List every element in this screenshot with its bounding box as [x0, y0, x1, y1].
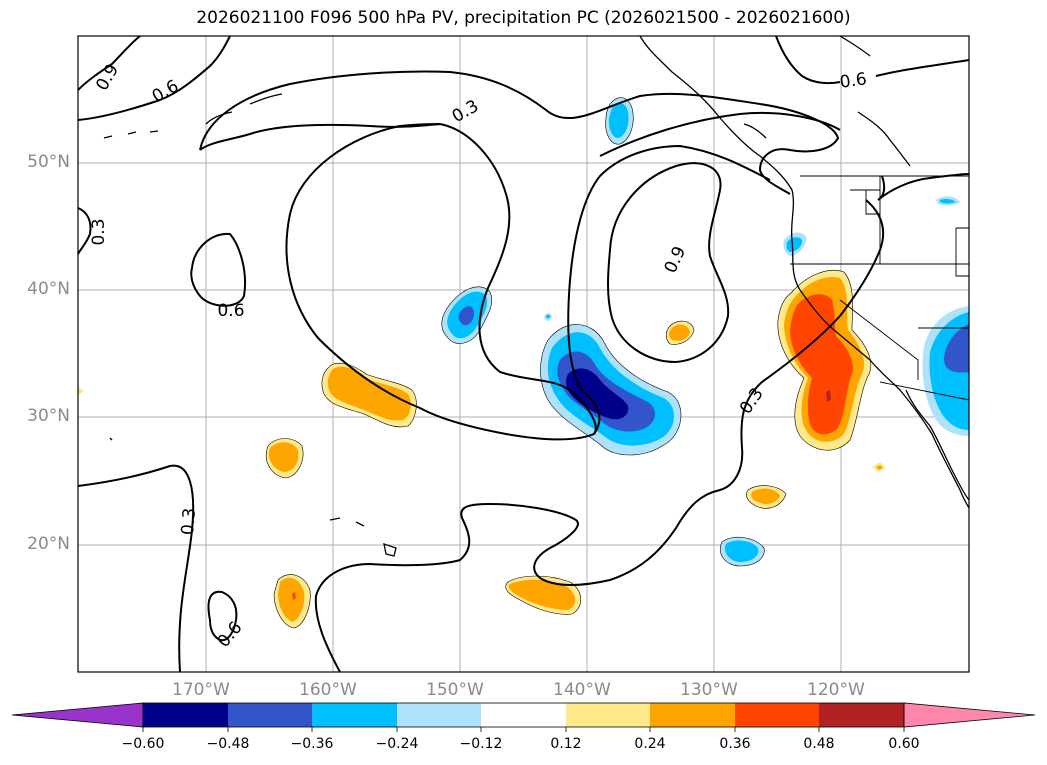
colorbar-tick-label: −0.24 [375, 736, 419, 752]
colorbar-tick-label: 0.48 [803, 736, 835, 752]
lon-label-150w: 150°W [426, 680, 484, 700]
chart-title: 2026021100 F096 500 hPa PV, precipitatio… [196, 8, 851, 28]
colorbar-bin [228, 703, 312, 727]
contour-label-5: 0.6 [217, 301, 244, 321]
pv-contour-0.6-top [77, 35, 231, 121]
pv-contour-0.3-left [77, 207, 92, 255]
colorbar-bin [819, 703, 904, 727]
contour-labels: 0.9 0.6 0.3 0.3 0.6 0.9 0.3 0.3 0.6 0.6 [89, 61, 868, 652]
colorbar-bin [143, 703, 228, 727]
pv-contour-0.6-south [207, 590, 238, 642]
colorbar-tick-label: 0.12 [550, 736, 582, 752]
lat-label-50n: 50°N [27, 152, 70, 172]
lon-label-130w: 130°W [680, 680, 738, 700]
pv-contours [77, 35, 970, 673]
pv-contour-0.3-lobe [285, 123, 597, 441]
pv-contour-0.9-top [77, 35, 141, 91]
colorbar-tick-label: −0.36 [290, 736, 334, 752]
lon-label-160w: 160°W [299, 680, 357, 700]
map-frame [77, 35, 970, 673]
lon-label-170w: 170°W [172, 680, 230, 700]
coastlines [103, 35, 970, 557]
contour-label-6: 0.9 [661, 243, 691, 276]
precip-shading [78, 97, 969, 629]
colorbar-extend-low [11, 702, 144, 728]
contour-label-1: 0.9 [92, 61, 123, 94]
contour-label-8: 0.3 [178, 507, 200, 536]
colorbar-tick-label: 0.60 [888, 736, 920, 752]
pv-contour-0.3-trough [567, 111, 841, 435]
contour-label-9: 0.6 [214, 618, 247, 652]
colorbar-bin [312, 703, 397, 727]
contour-label-3: 0.3 [449, 96, 482, 127]
colorbar-tick-label: −0.12 [459, 736, 503, 752]
lon-label-120w: 120°W [807, 680, 865, 700]
pv-contour-0.6-topright [775, 35, 970, 85]
lat-label-20n: 20°N [27, 534, 70, 554]
pv-contour-0.6-closed [190, 232, 246, 307]
colorbar-tick-label: −0.48 [206, 736, 250, 752]
colorbar-bin [481, 703, 566, 727]
colorbar-bin [735, 703, 819, 727]
pv-contour-0.9 [607, 162, 730, 364]
colorbar-tick-label: −0.60 [121, 736, 165, 752]
lat-label-30n: 30°N [27, 406, 70, 426]
pv-contour-0.3-south [77, 199, 885, 673]
colorbar-tick-label: 0.24 [634, 736, 666, 752]
colorbar-bin [650, 703, 735, 727]
lon-label-140w: 140°W [553, 680, 611, 700]
colorbar-tick-label: 0.36 [719, 736, 751, 752]
contour-label-4: 0.3 [89, 218, 109, 245]
pv-contour-0.6-main [199, 70, 840, 195]
colorbar [11, 702, 1036, 732]
colorbar-bin [566, 703, 650, 727]
lat-label-40n: 40°N [27, 279, 70, 299]
contour-label-7: 0.3 [736, 384, 768, 418]
colorbar-bin [397, 703, 481, 727]
contour-label-10: 0.6 [839, 69, 869, 93]
colorbar-extend-high [903, 702, 1036, 728]
